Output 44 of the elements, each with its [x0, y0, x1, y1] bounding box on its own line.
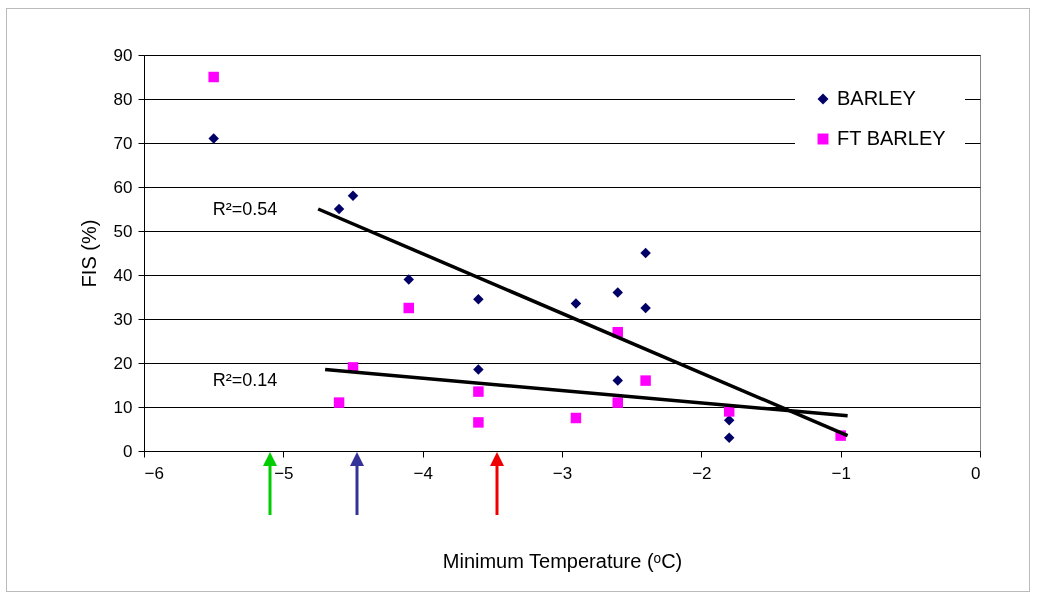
y-tick-label: 10 [113, 397, 133, 417]
legend-label: FT BARLEY [837, 127, 946, 149]
x-tick-label: −6 [144, 463, 164, 483]
point [612, 287, 623, 298]
point [612, 397, 623, 408]
y-tick-label: 60 [113, 177, 133, 197]
y-tick-label: 30 [113, 309, 133, 329]
y-axis-title: FIS (%) [77, 219, 100, 288]
y-tick-label: 40 [113, 265, 133, 285]
y-tick-label: 20 [113, 353, 133, 373]
point [473, 293, 484, 305]
point [473, 386, 484, 397]
x-tick-label: −2 [692, 463, 712, 483]
x-tick-label: −4 [413, 463, 433, 483]
legend-label: BARLEY [837, 87, 916, 109]
y-tick-label: 90 [113, 45, 133, 65]
point [570, 412, 582, 424]
y-tick-label: 80 [113, 89, 133, 109]
point [640, 302, 651, 314]
point [612, 375, 623, 386]
annotation: R²=0.54 [212, 199, 278, 219]
point [473, 417, 484, 428]
point [403, 274, 414, 285]
point [333, 203, 345, 215]
x-tick-label: 0 [971, 463, 981, 483]
x-tick-label: −1 [831, 463, 851, 483]
annotation: R²=0.14 [212, 370, 278, 390]
x-axis-title: Minimum Temperature (ᵒC) [442, 549, 683, 572]
point [347, 190, 359, 202]
point [208, 71, 219, 83]
point [403, 302, 414, 314]
x-tick-label: −3 [552, 463, 573, 483]
point [723, 406, 735, 417]
point [570, 298, 582, 309]
y-tick-label: 0 [123, 441, 133, 461]
point [640, 247, 651, 259]
y-tick-label: 50 [113, 221, 133, 241]
point [473, 364, 484, 375]
point [723, 432, 735, 444]
point [333, 397, 345, 408]
point [208, 133, 219, 144]
x-tick-label: −5 [274, 463, 294, 483]
point [640, 375, 651, 386]
y-tick-label: 70 [113, 133, 133, 153]
